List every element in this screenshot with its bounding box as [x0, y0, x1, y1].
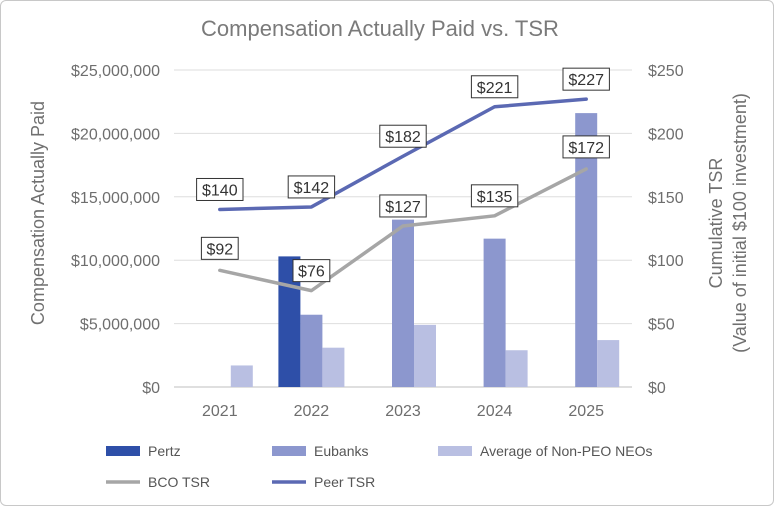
y2-tick-label: $250 [648, 63, 684, 80]
bar [505, 350, 528, 387]
legend-label: Pertz [148, 443, 181, 459]
bar-group [230, 113, 620, 387]
bar [392, 219, 414, 387]
data-label: $127 [385, 199, 421, 216]
data-label: $182 [385, 129, 421, 146]
y-tick-label: $15,000,000 [71, 190, 160, 207]
data-label: $221 [477, 80, 513, 97]
chart-title: Compensation Actually Paid vs. TSR [201, 16, 559, 41]
data-label-box [470, 184, 519, 208]
y2-tick-label: $150 [648, 190, 684, 207]
data-label: $92 [206, 241, 233, 258]
legend-swatch [272, 446, 306, 456]
data-label: $142 [294, 180, 330, 197]
bar [483, 238, 506, 387]
x-axis-ticks: 2021 2022 2023 2024 2025 [202, 403, 604, 420]
bar [230, 365, 253, 387]
y-tick-label: $5,000,000 [80, 317, 160, 334]
y2-tick-label: $0 [648, 380, 666, 397]
bar [322, 347, 345, 387]
data-label-box [292, 259, 331, 283]
bar [300, 314, 323, 387]
data-label-group: $92 $76 $127 $135 $172 $140 $142 $182 $221 $227 [196, 67, 610, 283]
data-label-box [287, 175, 336, 199]
x-tick-label: 2022 [294, 403, 330, 420]
legend: Pertz Eubanks Average of Non-PEO NEOs BCO T… [106, 443, 652, 490]
data-label: $76 [298, 264, 325, 281]
legend-label: Peer TSR [314, 474, 375, 490]
y-tick-label: $20,000,000 [71, 126, 160, 143]
y-tick-label: $0 [142, 380, 160, 397]
data-label: $140 [202, 182, 238, 199]
data-label-box [200, 236, 239, 260]
data-label-box [470, 75, 519, 99]
x-tick-label: 2025 [568, 403, 604, 420]
data-label-box [379, 194, 427, 218]
data-label: $172 [568, 140, 604, 157]
legend-label: Average of Non-PEO NEOs [480, 443, 652, 459]
y-tick-label: $25,000,000 [71, 63, 160, 80]
y2-axis-title-line1: Cumulative TSR [706, 158, 726, 289]
y-tick-label: $10,000,000 [71, 253, 160, 270]
bar [278, 256, 301, 387]
data-label-box [379, 124, 427, 148]
y2-tick-label: $200 [648, 126, 684, 143]
y2-tick-label: $50 [648, 317, 675, 334]
legend-label: Eubanks [314, 443, 368, 459]
series-line [218, 97, 588, 212]
y2-axis-ticks: $0 $50 $100 $150 $200 $250 [648, 63, 684, 397]
y-axis-ticks: $0 $5,000,000 $10,000,000 $15,000,000 $20,00… [71, 63, 160, 397]
data-label: $227 [568, 72, 604, 89]
bar [414, 324, 436, 387]
data-label-box [196, 177, 244, 201]
bar [597, 340, 620, 387]
x-tick-label: 2023 [385, 403, 421, 420]
legend-swatch [438, 446, 472, 456]
y-axis-title: Compensation Actually Paid [28, 101, 48, 325]
data-label: $135 [477, 189, 513, 206]
data-label-box [562, 67, 610, 91]
x-tick-label: 2024 [477, 403, 513, 420]
series-line [218, 167, 588, 293]
line-group [218, 97, 588, 293]
y2-tick-label: $100 [648, 253, 684, 270]
x-tick-label: 2021 [202, 403, 238, 420]
data-label-box [562, 135, 610, 159]
bar [575, 113, 598, 387]
y2-axis-title-line2: (Value of initial $100 investment) [730, 93, 750, 353]
legend-swatch [106, 446, 140, 456]
legend-label: BCO TSR [148, 474, 210, 490]
